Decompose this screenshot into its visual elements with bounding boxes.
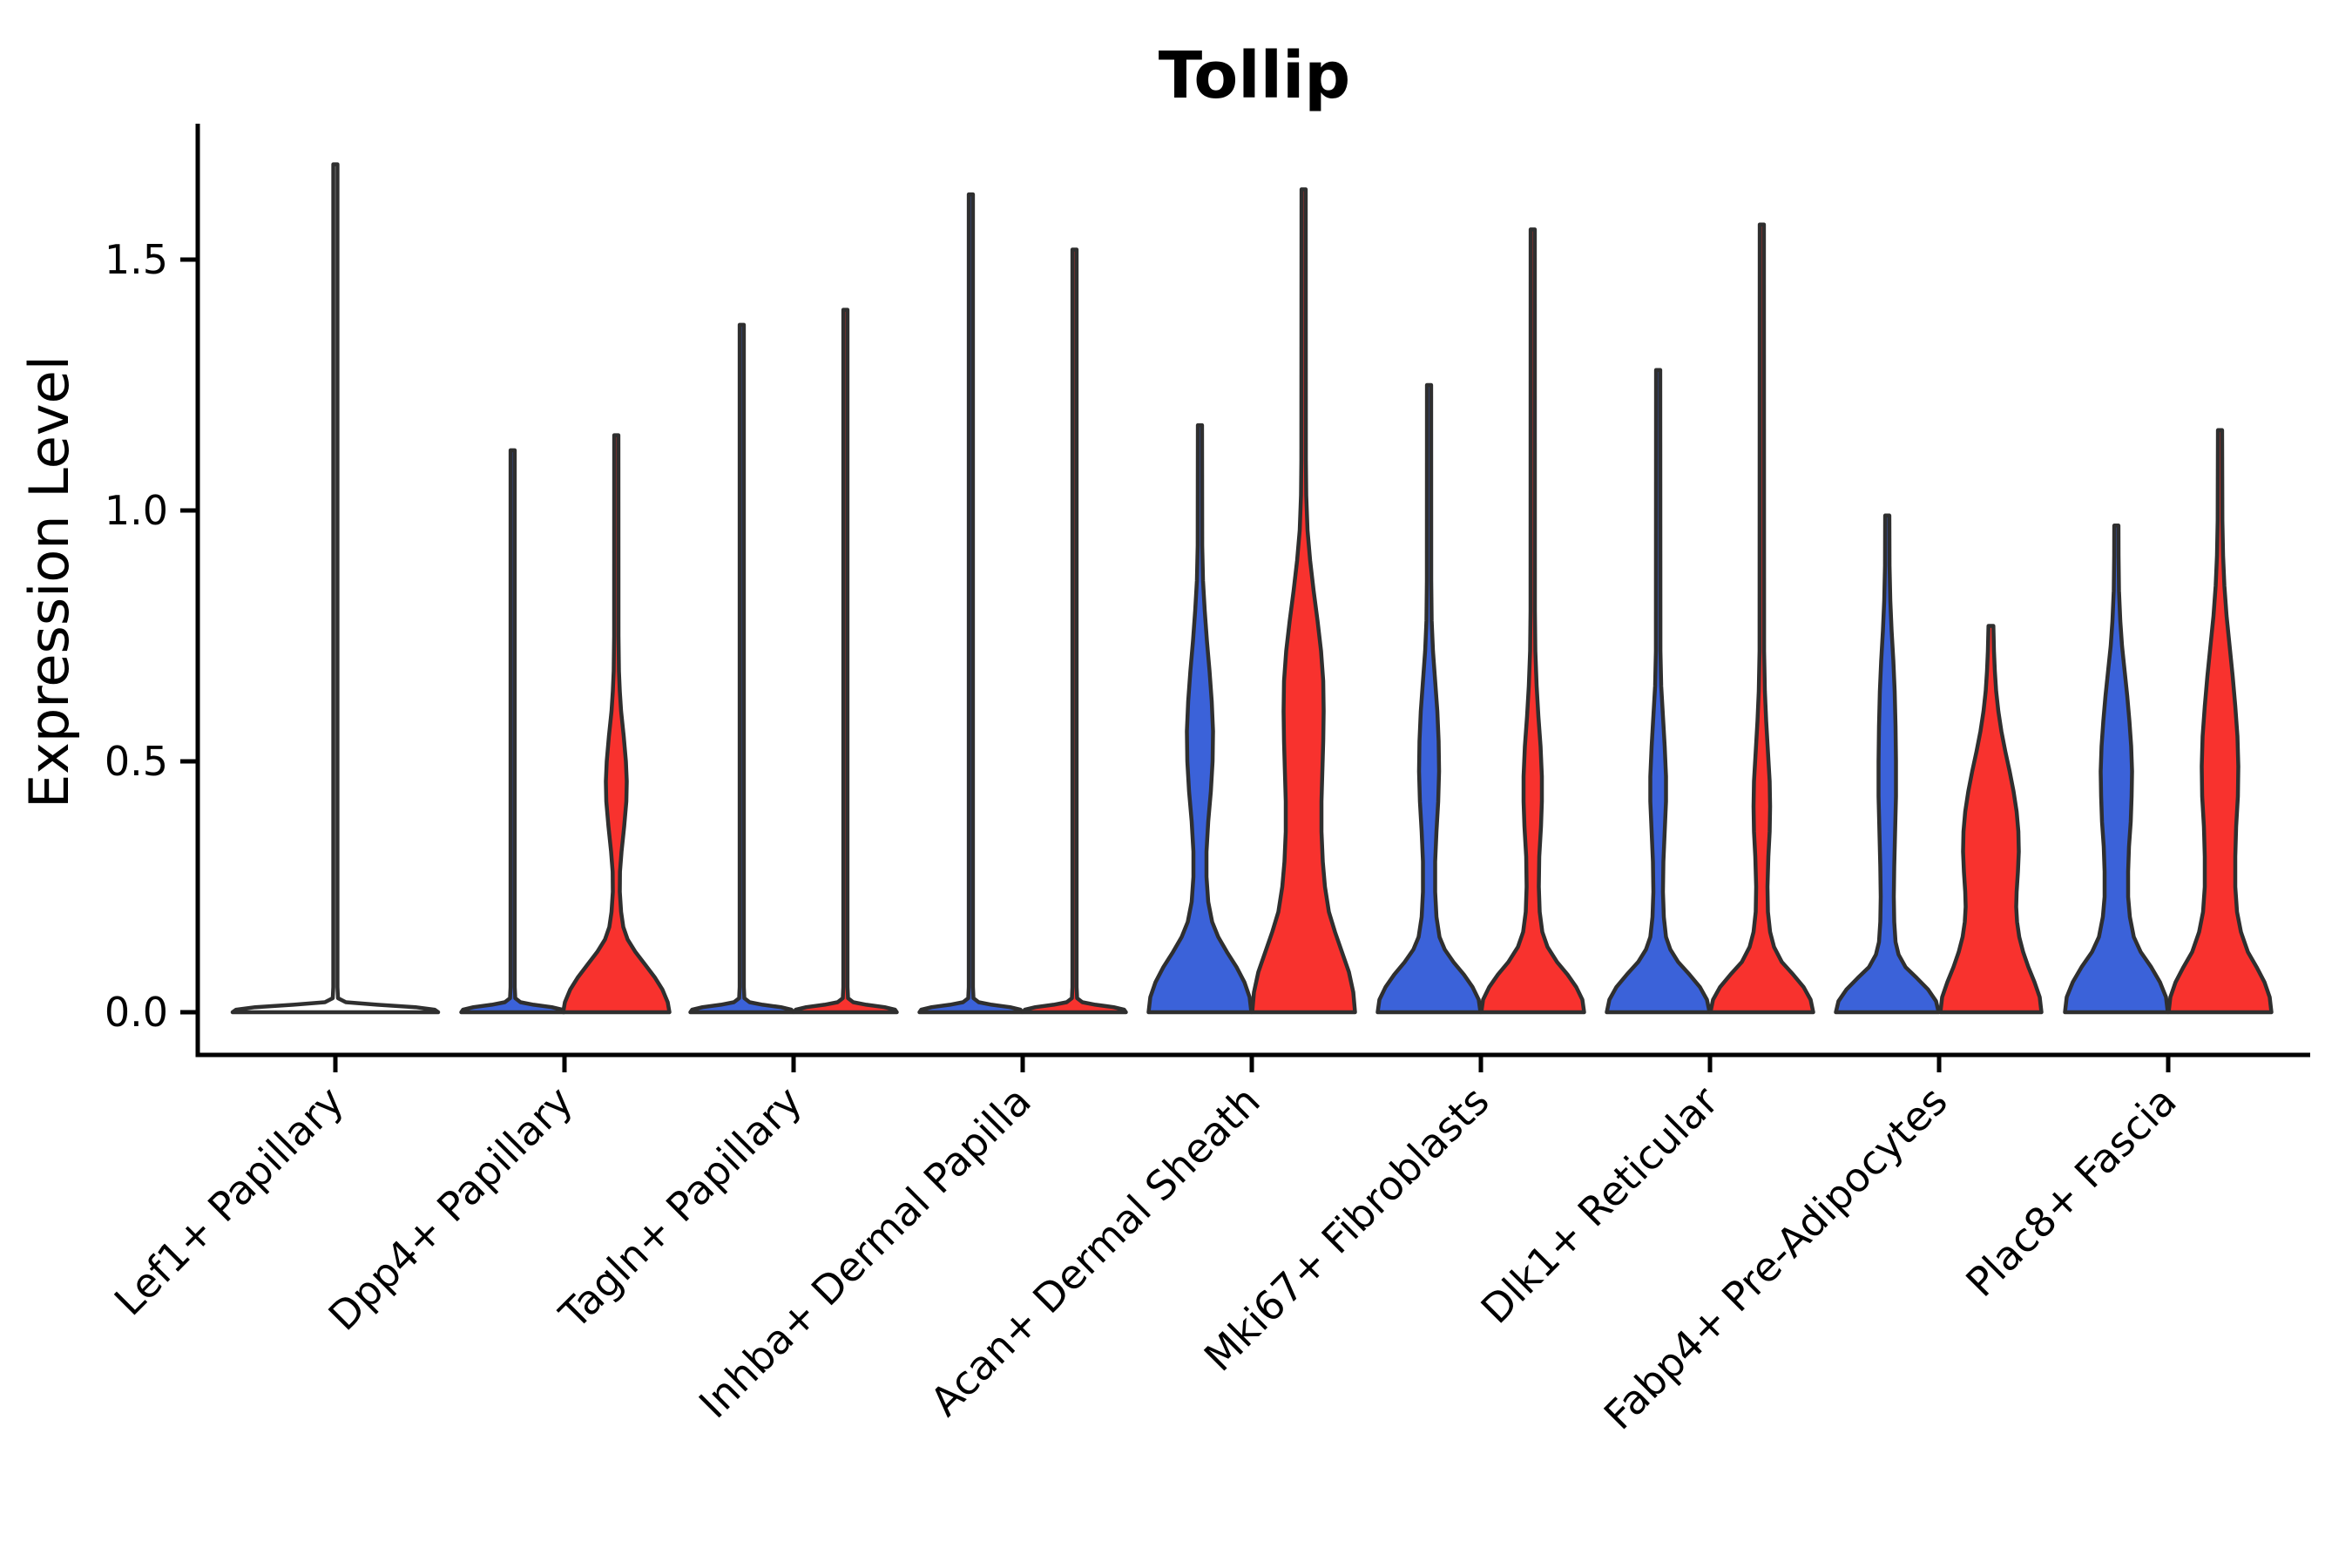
violin-fabp4-pre-adipocytes-blue [1834,513,1941,1015]
violin-inhba-dermal-papilla-blue [917,192,1024,1015]
chart-title: Tollip [1159,38,1351,113]
y-ticks-layer: 0.0 0.5 1.0 1.5 [105,236,198,1036]
y-tick-label: 1.0 [105,487,168,534]
violins-layer [230,162,2274,1015]
violin-mki67-fibroblasts-blue [1375,382,1483,1015]
y-tick-label: 0.0 [105,989,168,1036]
violin-acan-dermal-sheath-blue [1146,422,1254,1015]
violin-tagln-papillary-red [792,308,899,1015]
violin-mki67-fibroblasts-red [1479,227,1586,1015]
x-tick-label-dpp4-papillary: Dpp4+ Papillary [320,1078,582,1340]
x-tick-label-dlk1-reticular: Dlk1+ Reticular [1472,1078,1727,1333]
x-tick-label-tagln-papillary: Tagln+ Papillary [550,1078,811,1339]
x-tick-label-lef1-papillary: Lef1+ Papillary [105,1078,353,1325]
violin-dlk1-reticular-red [1708,222,1815,1015]
violin-dpp4-papillary-red [561,433,672,1015]
violin-plac8-fascia-blue [2063,524,2170,1015]
violin-lef1-papillary-single [230,162,441,1015]
violin-tagln-papillary-blue [688,322,795,1015]
x-tick-label-plac8-fascia: Plac8+ Fascia [1957,1078,2185,1306]
y-axis-label: Expression Level [17,355,81,808]
violin-plac8-fascia-red [2166,428,2274,1015]
y-tick-label: 1.5 [105,236,168,283]
violin-fabp4-pre-adipocytes-red [1938,624,2044,1015]
violin-dlk1-reticular-blue [1605,368,1712,1015]
violin-dpp4-papillary-blue [459,448,566,1015]
violin-acan-dermal-sheath-red [1250,187,1357,1015]
violin-inhba-dermal-papilla-red [1021,247,1128,1015]
y-tick-label: 0.5 [105,738,168,785]
